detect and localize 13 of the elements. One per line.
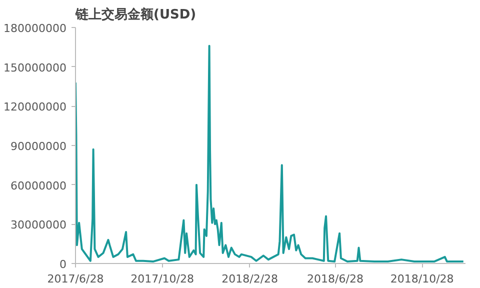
y-tick-label: 120000000	[4, 100, 67, 114]
y-tick-label: 0	[60, 258, 66, 271]
x-tick-label: 2018/6/28	[307, 272, 364, 286]
chart-title: 链上交易金额(USD)	[74, 6, 196, 22]
x-tick-label: 2017/10/28	[130, 272, 194, 286]
x-tick-label: 2018/2/28	[222, 272, 278, 286]
y-tick-label: 150000000	[4, 61, 67, 74]
x-tick-label: 2018/10/28	[390, 272, 454, 286]
y-tick-label: 60000000	[10, 179, 67, 192]
y-tick-label: 30000000	[10, 218, 67, 232]
x-tick-label: 2017/6/28	[47, 272, 104, 286]
y-tick-label: 90000000	[10, 140, 67, 153]
y-tick-label: 180000000	[4, 22, 67, 35]
